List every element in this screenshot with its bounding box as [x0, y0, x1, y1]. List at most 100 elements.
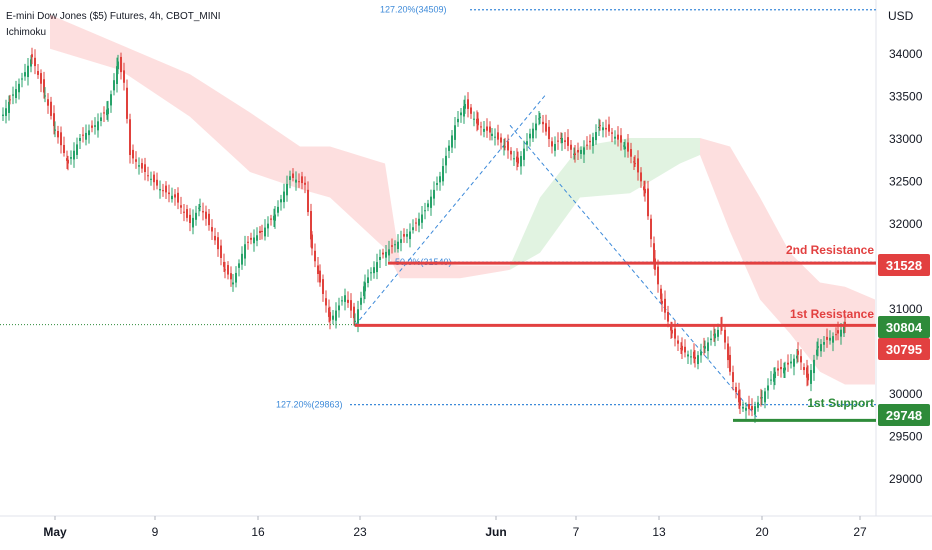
candle-body: [774, 371, 776, 379]
candle-body: [183, 211, 185, 213]
candle-body: [147, 175, 149, 177]
candle-body: [513, 158, 515, 160]
candle-body: [793, 358, 795, 367]
candle-body: [605, 127, 607, 130]
candle-body: [394, 244, 396, 246]
candle-body: [586, 144, 588, 146]
candle-body: [477, 118, 479, 126]
candle-body: [784, 367, 786, 371]
fib-swing-line-1: [509, 124, 759, 419]
candle-body: [21, 78, 23, 80]
candle-body: [224, 269, 226, 271]
candle-body: [382, 252, 384, 255]
candle-body: [727, 343, 729, 361]
candle-body: [624, 146, 626, 150]
candle-body: [227, 265, 229, 275]
candle-body: [43, 79, 45, 93]
candle-body: [31, 54, 33, 58]
candle-body: [421, 214, 423, 223]
candle-body: [732, 372, 734, 382]
candle-body: [82, 134, 84, 136]
candle-body: [280, 199, 282, 203]
candle-body: [770, 379, 772, 381]
candle-body: [319, 270, 321, 283]
candle-body: [347, 299, 349, 303]
candle-body: [800, 356, 802, 363]
candle-body: [107, 108, 109, 115]
candle-body: [259, 230, 261, 233]
candle-body: [761, 397, 763, 399]
candle-body: [388, 249, 390, 256]
candle-body: [311, 234, 313, 249]
candle-body: [34, 57, 36, 67]
candle-body: [385, 251, 387, 258]
candle-body: [110, 94, 112, 106]
candle-body: [409, 231, 411, 240]
candle-body: [467, 99, 469, 109]
candle-body: [777, 368, 779, 371]
candle-body: [681, 345, 683, 351]
candle-body: [335, 310, 337, 321]
candle-body: [451, 135, 453, 148]
candle-body: [232, 282, 234, 285]
candle-body: [433, 189, 435, 199]
candle-body: [159, 189, 161, 191]
candle-body: [91, 125, 93, 128]
candle-body: [195, 212, 197, 220]
price-tick-29500: 29500: [889, 430, 923, 444]
candle-body: [24, 72, 26, 77]
price-tick-33500: 33500: [889, 90, 923, 104]
candle-body: [464, 104, 466, 109]
candle-body: [826, 336, 828, 340]
candle-body: [644, 188, 646, 194]
time-tick-6: 13: [652, 525, 666, 539]
candle-body: [138, 165, 140, 167]
candle-body: [843, 325, 845, 334]
candle-body: [617, 134, 619, 140]
candle-body: [57, 131, 59, 138]
candle-body: [694, 356, 696, 359]
candle-body: [660, 288, 662, 299]
currency-label: USD: [888, 9, 914, 23]
candles: [2, 47, 846, 423]
candle-body: [729, 354, 731, 372]
candle-body: [627, 142, 629, 152]
candle-body: [507, 141, 509, 151]
candle-body: [100, 117, 102, 121]
time-tick-2: 16: [251, 525, 265, 539]
candle-body: [37, 71, 39, 75]
candle-body: [504, 146, 506, 148]
candle-body: [40, 73, 42, 84]
candle-body: [448, 145, 450, 151]
candle-body: [664, 298, 666, 313]
candle-body: [427, 203, 429, 208]
candle-body: [256, 235, 258, 241]
candle-body: [735, 386, 737, 393]
candle-body: [647, 188, 649, 217]
candle-body: [116, 66, 118, 85]
candle-body: [548, 126, 550, 140]
price-tick-32500: 32500: [889, 175, 923, 189]
candle-body: [153, 174, 155, 183]
candle-body: [79, 138, 81, 141]
candle-body: [599, 125, 601, 127]
candle-body: [748, 404, 750, 409]
candle-body: [829, 337, 831, 341]
candle-body: [165, 185, 167, 193]
candle-body: [277, 206, 279, 213]
candle-body: [832, 336, 834, 343]
candle-body: [620, 135, 622, 143]
candle-body: [205, 211, 207, 219]
price-tick-30000: 30000: [889, 387, 923, 401]
candle-body: [630, 149, 632, 157]
candle-body: [767, 385, 769, 391]
candle-body: [235, 272, 237, 283]
candle-body: [298, 181, 300, 183]
candle-body: [817, 346, 819, 348]
price-tick-31000: 31000: [889, 302, 923, 316]
candle-body: [168, 192, 170, 195]
candle-body: [150, 178, 152, 180]
candle-body: [529, 133, 531, 139]
candle-body: [50, 101, 52, 116]
